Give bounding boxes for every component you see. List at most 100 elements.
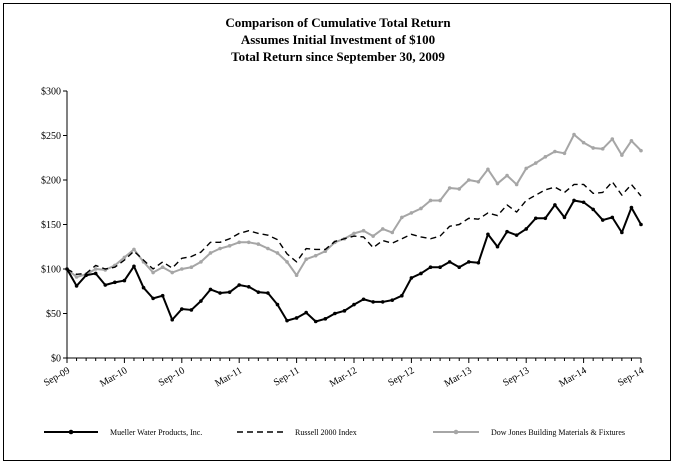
data-point — [639, 148, 643, 153]
data-point — [428, 198, 433, 203]
legend-marker — [68, 429, 74, 435]
data-point — [266, 246, 270, 251]
data-point — [600, 147, 605, 151]
legend-item-1: Russell 2000 Index — [237, 428, 357, 437]
data-point — [208, 251, 213, 255]
x-tick-label: Mar-11 — [213, 365, 244, 389]
data-point — [74, 284, 79, 288]
data-point — [208, 287, 213, 292]
y-tick-label: $0 — [51, 354, 61, 365]
data-point — [591, 146, 595, 150]
data-point — [132, 247, 136, 252]
series-1 — [66, 181, 642, 276]
data-point — [313, 253, 318, 258]
data-point — [486, 232, 490, 237]
data-point — [629, 205, 634, 210]
data-point — [246, 285, 251, 289]
data-point — [400, 215, 404, 220]
x-tick-label: Sep-09 — [42, 365, 72, 389]
data-point — [294, 316, 299, 320]
data-point — [218, 291, 222, 295]
data-point — [333, 311, 337, 316]
data-point — [543, 155, 548, 159]
data-point — [419, 271, 423, 276]
data-point — [447, 186, 452, 190]
data-point — [409, 211, 414, 215]
data-point — [189, 308, 194, 312]
data-point — [533, 216, 538, 221]
data-point — [495, 244, 500, 249]
y-tick-label: $300 — [41, 87, 61, 98]
data-point — [361, 297, 366, 302]
data-point — [457, 187, 462, 191]
data-point — [237, 283, 241, 287]
y-tick-label: $200 — [41, 176, 61, 187]
chart-title-line-3: Total Return since September 30, 2009 — [231, 49, 445, 64]
legend-label: Dow Jones Building Materials & Fixtures — [491, 428, 625, 437]
legend-item-0: Mueller Water Products, Inc. — [44, 428, 202, 437]
data-point — [199, 299, 203, 303]
legend-label: Mueller Water Products, Inc. — [110, 428, 202, 437]
data-point — [505, 173, 509, 178]
data-point — [505, 229, 509, 234]
data-point — [390, 230, 395, 235]
x-tick-label: Mar-12 — [328, 365, 359, 389]
data-point — [275, 302, 280, 307]
y-tick-label: $150 — [41, 220, 61, 231]
data-point — [141, 285, 146, 290]
chart-title-line-1: Comparison of Cumulative Total Return — [225, 15, 451, 30]
y-tick-label: $250 — [41, 131, 61, 142]
data-point — [447, 260, 452, 264]
data-point — [438, 265, 442, 270]
data-point — [180, 307, 184, 311]
data-point — [199, 260, 203, 264]
data-point — [151, 270, 155, 275]
data-point — [600, 218, 605, 222]
data-point — [419, 206, 423, 211]
data-point — [285, 260, 289, 264]
data-point — [371, 234, 375, 238]
data-point — [304, 310, 308, 315]
data-point — [74, 275, 79, 279]
data-point — [246, 240, 251, 245]
y-tick-label: $50 — [46, 309, 61, 320]
data-point — [93, 271, 98, 276]
data-point — [572, 198, 576, 203]
data-point — [409, 276, 414, 280]
legend-label: Russell 2000 Index — [295, 428, 357, 437]
data-point — [514, 233, 519, 237]
y-tick-label: $100 — [41, 265, 61, 276]
data-point — [313, 319, 318, 324]
data-point — [620, 230, 624, 235]
data-point — [189, 265, 194, 270]
data-point — [227, 290, 232, 294]
legend-marker — [453, 429, 459, 435]
data-point — [620, 153, 624, 157]
data-point — [352, 302, 356, 307]
data-point — [514, 182, 519, 187]
data-point — [218, 246, 222, 251]
data-point — [495, 181, 500, 186]
data-point — [572, 132, 576, 137]
data-point — [457, 265, 462, 270]
data-point — [629, 139, 634, 143]
data-point — [285, 318, 289, 323]
x-tick-label: Mar-10 — [98, 365, 129, 389]
data-point — [562, 151, 567, 156]
series-0 — [65, 198, 643, 324]
data-point — [256, 242, 261, 246]
x-tick-label: Sep-10 — [157, 365, 187, 389]
data-point — [390, 298, 395, 302]
data-point — [476, 179, 481, 184]
data-point — [151, 296, 155, 301]
data-point — [610, 137, 615, 141]
data-point — [93, 267, 98, 271]
data-point — [227, 244, 232, 248]
x-tick-label: Mar-13 — [442, 365, 473, 389]
data-point — [323, 317, 328, 321]
data-point — [371, 300, 375, 304]
data-point — [113, 280, 117, 285]
data-point — [543, 216, 548, 221]
data-point — [581, 200, 586, 205]
